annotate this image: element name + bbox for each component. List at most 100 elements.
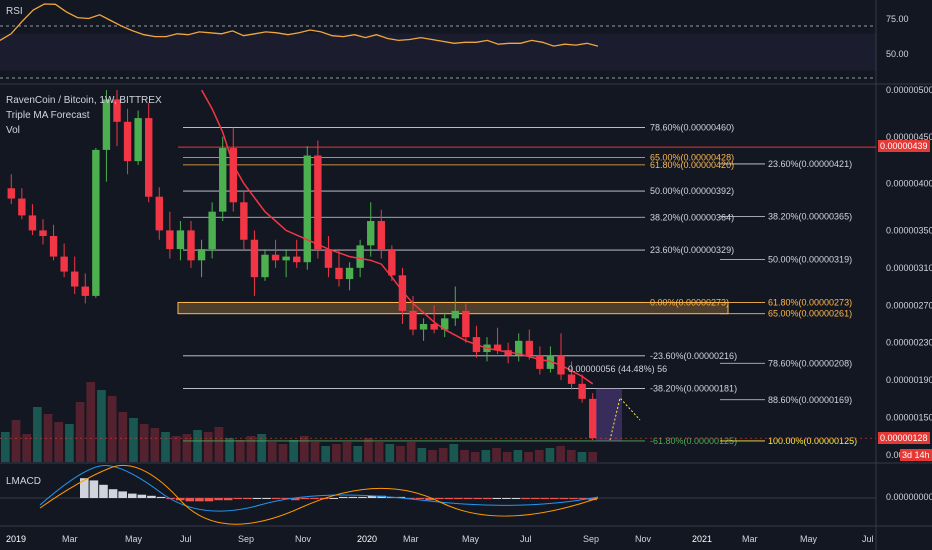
lmacd-bar [348,496,358,498]
candle-body [525,340,533,356]
volume-bar [310,442,320,462]
candle-body [398,275,407,311]
volume-bar [481,450,491,462]
lmacd-bar [444,498,454,500]
lmacd-bar [118,491,127,498]
candle-body [229,148,237,203]
time-axis-label: Mar [62,534,78,544]
volume-bar [438,448,448,462]
candle-body [324,249,333,268]
candle-body [166,230,174,250]
chart-title[interactable]: RavenCoin / Bitcoin, 1W, BITTREX [6,95,162,106]
volume-bar [246,436,256,462]
candle-body [250,239,259,278]
candle-body [261,254,269,278]
volume-bar [470,452,480,462]
volume-bar [86,382,96,462]
volume-bar [33,407,42,462]
volume-bar [374,442,384,462]
volume-bar [417,448,427,462]
volume-bar [150,428,160,462]
volume-bar [588,452,597,462]
volume-bar [257,434,266,462]
candle-body [567,374,576,384]
candle-body [81,286,89,296]
fib-level-label: 78.60%(0.00000208) [768,358,852,368]
volume-bar [492,448,501,462]
volume-bar [396,446,405,462]
indicator-label-vol[interactable]: Vol [6,125,20,136]
lmacd-bar [540,498,550,500]
lmacd-bar [588,498,597,501]
candle-body [197,249,206,261]
candle-body [493,344,502,351]
price-axis-tick: 0.00000270 [886,300,932,310]
lmacd-bar [434,498,444,500]
lmacd-bar [185,498,195,502]
fib-level-label: 38.20%(0.00000364) [650,212,734,222]
volume-bar [556,446,565,462]
lmacd-bar [137,494,147,498]
volume-bar [428,450,437,462]
candle-body [536,355,544,369]
volume-bar [267,442,277,462]
candle-body [409,310,417,330]
lmacd-bar [233,498,243,500]
fib-level-label: 0.00%(0.00000273) [650,297,729,307]
volume-bar [235,440,245,462]
rsi-line [0,3,599,47]
candle-body [134,118,142,162]
candle-body [176,230,185,250]
fib-level-label: 23.60%(0.00000421) [768,159,852,169]
lmacd-bar [415,498,425,500]
volume-bar [65,424,74,462]
time-axis-label: Sep [583,534,599,544]
time-axis-label: Nov [295,534,312,544]
lmacd-bar [482,498,492,500]
candle-body [314,155,322,250]
lmacd-bar [502,498,511,499]
candle-body [504,350,512,356]
candle-body [303,155,311,263]
volume-bar [289,440,298,462]
lmacd-bar [214,498,223,501]
price-axis-tick: 0.00000230 [886,338,932,348]
lmacd-bar [454,498,463,500]
lmacd-bar [550,498,559,500]
price-axis-tick: 0.00000500 [886,85,932,95]
indicator-label-ma[interactable]: Triple MA Forecast [6,110,90,121]
lmacd-bar [358,496,367,498]
lmacd-bar [367,495,377,498]
volume-bar [43,414,53,462]
candle-body [28,215,37,231]
lmacd-bar [281,498,291,500]
lmacd-bar [511,498,521,499]
fib-level-label: 61.80%(0.00000420) [650,160,734,170]
lmacd-bar [127,493,137,498]
lmacd-bar [425,498,434,501]
rsi-tick-label: 50.00 [886,49,909,59]
candle-body [546,355,555,369]
current-price-tag: 0.00000128 [878,432,930,444]
lmacd-bar [463,498,473,500]
fib-level-label: 65.00%(0.00000261) [768,309,852,319]
time-axis-label: Jul [520,534,532,544]
price-axis-tick: 0.00000350 [886,225,932,235]
time-axis-label: Mar [403,534,419,544]
time-axis-label: 2021 [692,534,712,544]
fib-level-label: 23.60%(0.00000329) [650,245,734,255]
lmacd-bar [204,498,214,502]
volume-bar [545,448,555,462]
candle-body [219,148,227,212]
fib-level-label: 50.00%(0.00000319) [768,254,852,264]
volume-bar [54,422,64,462]
lmacd-bar [156,496,166,498]
volume-bar [406,442,416,462]
candle-body [356,245,364,268]
candle-body [18,198,26,216]
lmacd-tick-label: 0.00000000 [886,492,932,502]
time-axis-label: May [462,534,480,544]
time-axis-label: 2020 [357,534,377,544]
time-axis-label: May [125,534,143,544]
candle-body [71,271,79,287]
